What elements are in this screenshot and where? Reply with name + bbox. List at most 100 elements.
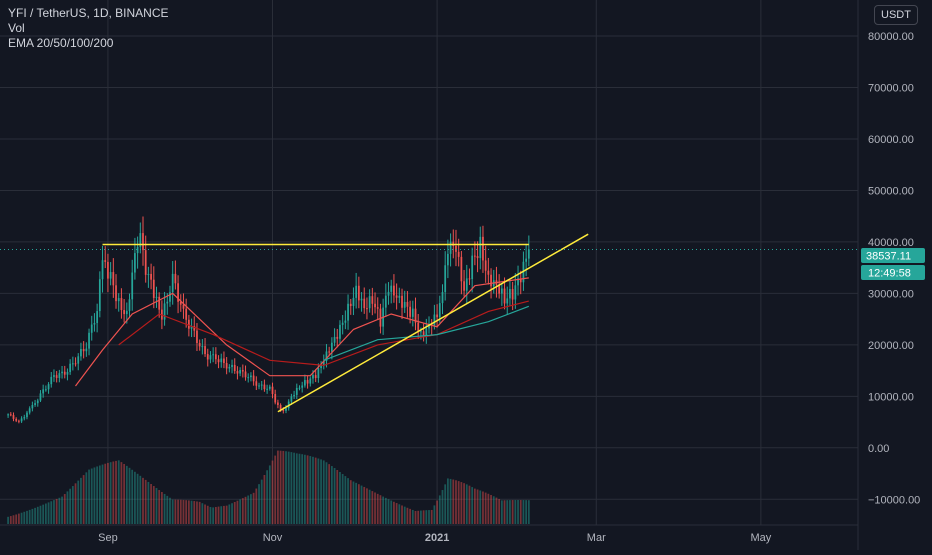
volume-bar: [74, 483, 77, 524]
candle-body: [336, 336, 339, 339]
candle-body: [290, 396, 293, 402]
candle-body: [509, 289, 511, 299]
volume-bar: [144, 479, 147, 524]
volume-bar: [268, 465, 271, 524]
y-tick-label: 10000.00: [868, 391, 914, 403]
candle-body: [50, 376, 53, 385]
volume-bar: [90, 468, 93, 524]
volume-bar: [96, 466, 99, 524]
volume-bar: [403, 506, 406, 524]
volume-bar: [152, 486, 155, 524]
candle-body: [201, 346, 204, 348]
candle-body: [304, 380, 306, 386]
volume-bar: [457, 481, 460, 524]
volume-bar: [163, 493, 166, 524]
candle-body: [198, 342, 201, 347]
candle-body: [347, 303, 349, 321]
volume-bar: [487, 493, 490, 524]
x-axis[interactable]: Sep Nov 2021 Mar May: [0, 524, 858, 544]
candle-body: [473, 255, 476, 257]
volume-bar: [193, 501, 196, 524]
ema-indicator-label[interactable]: EMA 20/50/100/200: [8, 36, 114, 50]
volume-indicator-label[interactable]: Vol: [8, 21, 25, 35]
volume-bar: [368, 489, 371, 524]
volume-bar: [9, 516, 12, 524]
y-axis[interactable]: 80000.00 70000.00 60000.00 50000.00 40000.00…: [857, 0, 920, 550]
volume-bar: [44, 503, 47, 524]
candle-body: [487, 270, 490, 275]
candle-body: [395, 295, 398, 298]
volume-bar: [274, 455, 277, 524]
candle-body: [144, 250, 147, 275]
volume-bar: [379, 495, 382, 524]
candle-body: [63, 371, 66, 375]
volume-bar: [247, 495, 250, 524]
volume-bar: [47, 502, 50, 524]
volume-bar: [80, 477, 82, 524]
volume-bar: [252, 492, 255, 524]
volume-bar: [411, 509, 414, 524]
volume-bar: [285, 451, 287, 524]
volume-bar: [277, 450, 279, 524]
volume-bar: [117, 460, 120, 524]
candle-body: [7, 414, 9, 416]
volume-bar: [336, 469, 339, 524]
volume-bar: [196, 501, 198, 524]
candle-body: [53, 375, 55, 377]
volume-bar: [209, 506, 212, 524]
candle-body: [411, 308, 414, 317]
currency-button[interactable]: USDT: [874, 5, 918, 25]
volume-bar: [201, 503, 204, 524]
candle-body: [301, 385, 304, 388]
volume-bar: [185, 500, 188, 524]
volume-bar: [266, 470, 268, 524]
candle-body: [406, 301, 409, 307]
volume-bar: [55, 498, 58, 524]
volume-bar: [511, 500, 514, 524]
candle-body: [109, 272, 112, 279]
volume-bar: [98, 465, 101, 524]
volume-bar: [438, 495, 441, 524]
trendlines[interactable]: [102, 233, 589, 413]
candle-body: [314, 375, 317, 379]
volume-bar: [522, 500, 525, 524]
candle-body: [465, 278, 468, 291]
volume-bar: [220, 506, 223, 524]
candle-body: [236, 371, 239, 374]
candle-body: [363, 298, 366, 309]
candle-body: [28, 408, 31, 413]
y-tick-label: −10000.00: [868, 494, 920, 506]
volume-bar: [258, 484, 260, 524]
volume-bar: [158, 490, 161, 524]
candle-body: [93, 322, 96, 325]
candle-body: [150, 273, 152, 280]
volume-bar: [53, 500, 55, 524]
volume-bar: [174, 499, 177, 524]
candle-body: [514, 285, 517, 300]
countdown-text: 12:49:58: [868, 268, 911, 280]
candle-body: [293, 394, 295, 397]
candle-body: [285, 408, 287, 411]
volume-bar: [66, 491, 69, 524]
candle-body: [441, 292, 444, 304]
candle-body: [171, 273, 174, 293]
candle-body: [18, 420, 20, 422]
candle-body: [177, 283, 179, 302]
volume-bar: [344, 476, 347, 524]
candle-body: [123, 310, 125, 315]
volume-bar: [177, 499, 179, 524]
volume-bar: [250, 494, 252, 524]
symbol-title[interactable]: YFI / TetherUS, 1D, BINANCE: [8, 6, 169, 20]
volume-bar: [357, 484, 360, 524]
volume-bar: [109, 462, 112, 524]
x-tick-label: 2021: [425, 532, 449, 544]
candle-body: [484, 260, 487, 271]
volume-bar: [134, 471, 136, 524]
volume-bar: [347, 478, 349, 524]
candle-body: [231, 364, 233, 367]
candle-body: [15, 418, 18, 421]
candle-body: [482, 236, 484, 261]
volume-bar: [460, 482, 463, 524]
